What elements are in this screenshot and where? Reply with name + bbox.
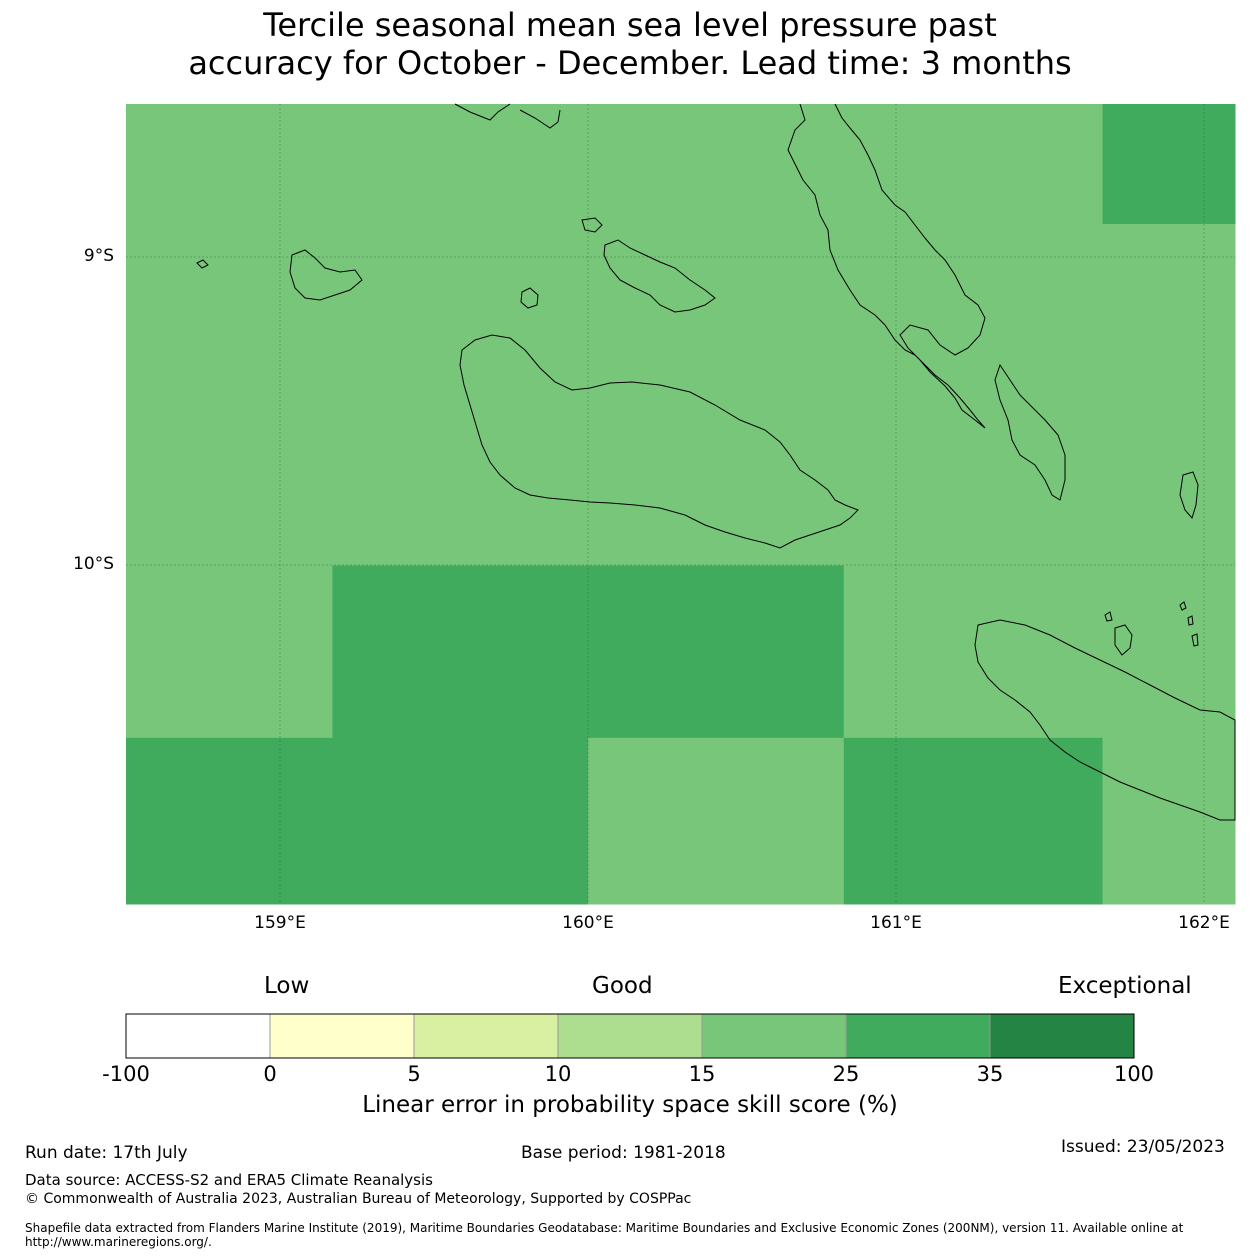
shapefile-credit: Shapefile data extracted from Flanders M… — [25, 1221, 1184, 1249]
coastlines — [196, 103, 1236, 821]
grid-cell-4 — [332, 565, 845, 739]
colorbar-tick-7: 100 — [1113, 1062, 1155, 1086]
colorbar-word-low: Low — [264, 973, 310, 999]
lon-tick-160e: 160°E — [562, 913, 614, 933]
coastline-guadalcanal — [459, 334, 859, 549]
lat-tick-9s: 9°S — [83, 246, 114, 266]
coastline-malaita-north — [994, 363, 1066, 501]
base-period: Base period: 1981-2018 — [521, 1143, 726, 1163]
copyright: © Commonwealth of Australia 2023, Austra… — [25, 1191, 692, 1207]
lon-tick-162e: 162°E — [1178, 913, 1230, 933]
grid-cell-0 — [126, 104, 1104, 225]
coastline-ulawa — [1179, 471, 1199, 520]
issued-date: Issued: 23/05/2023 — [1061, 1137, 1225, 1157]
gridlines — [126, 104, 1235, 904]
coastline-north-islets — [454, 103, 561, 129]
colorbar-tick-2: 5 — [407, 1062, 421, 1086]
colorbar-tick-6: 35 — [976, 1062, 1004, 1086]
grid-cell-3 — [126, 565, 333, 739]
coastline-ugi — [1104, 611, 1133, 656]
colorbar-tick-0: -100 — [102, 1062, 150, 1086]
colorbar-tick-3: 10 — [544, 1062, 572, 1086]
coastline-makira — [974, 619, 1236, 821]
coastline-savo — [520, 287, 539, 309]
coastline-santa-isabel — [787, 103, 986, 429]
run-date: Run date: 17th July — [25, 1143, 188, 1163]
grid-cell-1 — [1102, 104, 1236, 225]
lat-tick-10s: 10°S — [73, 554, 114, 574]
skill-grid-cells — [126, 104, 1236, 905]
map-title: Tercile seasonal mean sea level pressure… — [0, 6, 1260, 82]
colorbar-tick-5: 25 — [832, 1062, 860, 1086]
title-line-2: accuracy for October - December. Lead ti… — [188, 44, 1072, 82]
coastline-three-sisters — [1179, 601, 1199, 647]
coastline-small-island-w — [196, 259, 209, 269]
data-source: Data source: ACCESS-S2 and ERA5 Climate … — [25, 1171, 433, 1189]
title-line-1: Tercile seasonal mean sea level pressure… — [263, 6, 997, 44]
colorbar-tick-1: 0 — [263, 1062, 277, 1086]
colorbar-label: Linear error in probability space skill … — [362, 1092, 898, 1118]
coastline-nggela — [581, 217, 716, 313]
grid-cell-7 — [588, 737, 845, 905]
grid-cell-6 — [126, 737, 589, 905]
grid-cell-2 — [126, 224, 1236, 567]
colorbar-word-exceptional: Exceptional — [1058, 973, 1192, 999]
colorbar-tick-4: 15 — [688, 1062, 716, 1086]
grid-cell-8 — [843, 737, 1104, 905]
grid-cell-9 — [1102, 737, 1236, 905]
colorbar-word-good: Good — [592, 973, 653, 999]
lon-tick-161e: 161°E — [870, 913, 922, 933]
lon-tick-159e: 159°E — [254, 913, 306, 933]
coastline-russell-islands — [289, 249, 363, 301]
grid-cell-5 — [843, 565, 1236, 739]
